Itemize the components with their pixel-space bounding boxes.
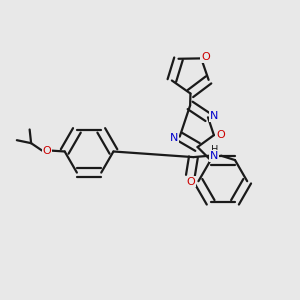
Text: N: N	[169, 133, 178, 142]
Text: N: N	[210, 151, 218, 160]
Text: O: O	[216, 130, 225, 140]
Text: O: O	[201, 52, 210, 62]
Text: O: O	[186, 176, 195, 187]
Text: N: N	[210, 111, 218, 121]
Text: H: H	[211, 145, 218, 155]
Text: O: O	[43, 146, 51, 156]
